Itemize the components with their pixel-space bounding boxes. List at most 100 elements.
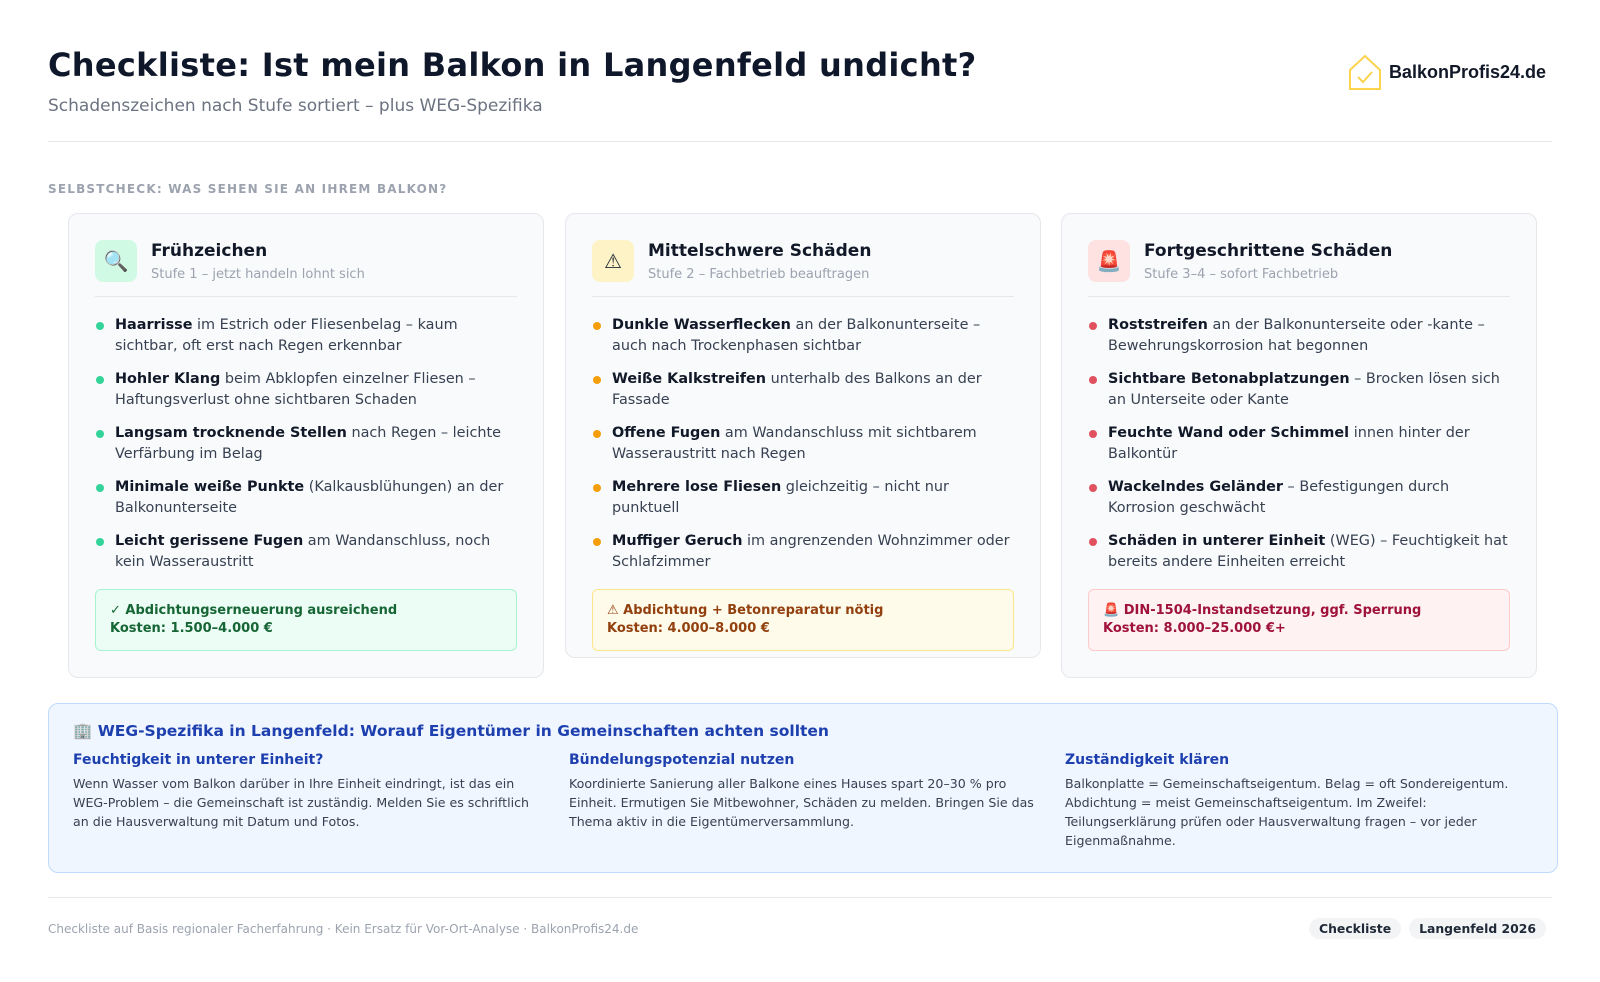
- checklist-item: Muffiger Geruch im angrenzenden Wohnzimm…: [592, 531, 1014, 573]
- bullet-dot-icon: [593, 538, 601, 546]
- bullet-dot-icon: [593, 322, 601, 330]
- item-text: – Brocken lösen sich an Unterseite oder …: [1108, 371, 1500, 408]
- badge-year: Langenfeld 2026: [1409, 918, 1546, 939]
- card-title: Fortgeschrittene Schäden: [1144, 241, 1393, 261]
- bullet-dot-icon: [1089, 538, 1097, 546]
- item-keyword: Leicht gerissene Fugen: [115, 533, 304, 549]
- item-text: im Estrich oder Fliesenbelag – kaum sich…: [115, 317, 458, 354]
- item-keyword: Roststreifen: [1108, 317, 1208, 333]
- item-keyword: Weiße Kalkstreifen: [612, 371, 767, 387]
- item-text: am Wandanschluss mit sichtbarem Wasserau…: [612, 425, 977, 462]
- item-text: (WEG) – Feuchtigkeit hat bereits andere …: [1108, 533, 1508, 570]
- checklist-item: Hohler Klang beim Abklopfen einzelner Fl…: [95, 369, 517, 411]
- result-cost: Kosten: 1.500–4.000 €: [110, 621, 273, 636]
- item-keyword: Wackelndes Geländer: [1108, 479, 1283, 495]
- checklist-item: Sichtbare Betonabplatzungen – Brocken lö…: [1088, 369, 1510, 411]
- card-title: Mittelschwere Schäden: [648, 241, 872, 261]
- checklist-item: Leicht gerissene Fugen am Wandanschluss,…: [95, 531, 517, 573]
- item-keyword: Schäden in unterer Einheit: [1108, 533, 1326, 549]
- page-title: Checkliste: Ist mein Balkon in Langenfel…: [48, 46, 977, 84]
- item-text: beim Abklopfen einzelner Fliesen – Haftu…: [115, 371, 476, 408]
- checklist-item: Langsam trocknende Stellen nach Regen – …: [95, 423, 517, 465]
- cost-result-box: 🚨 DIN-1504-Instandsetzung, ggf. Sperrung…: [1088, 589, 1510, 651]
- item-text: nach Regen – leichte Verfärbung im Belag: [115, 425, 502, 462]
- item-text: – Befestigungen durch Korrosion geschwäc…: [1108, 479, 1450, 516]
- item-keyword: Feuchte Wand oder Schimmel: [1108, 425, 1350, 441]
- weg-column-title: Zuständigkeit klären: [1065, 752, 1230, 768]
- weg-column: Zuständigkeit klären Balkonplatte = Geme…: [1065, 752, 1533, 850]
- alarm-icon: 🚨: [1088, 240, 1130, 282]
- checklist-item: Dunkle Wasserflecken an der Balkonunters…: [592, 315, 1014, 357]
- checklist-item: Mehrere lose Fliesen gleichzeitig – nich…: [592, 477, 1014, 519]
- bullet-dot-icon: [96, 430, 104, 438]
- result-cost: Kosten: 8.000–25.000 €+: [1103, 621, 1286, 636]
- weg-column: Bündelungspotenzial nutzen Koordinierte …: [569, 752, 1037, 850]
- card-early-signs: 🔍 Frühzeichen Stufe 1 – jetzt handeln lohn…: [68, 213, 544, 678]
- brand-logo: BalkonProfis24.de: [1347, 52, 1546, 92]
- page-subtitle: Schadenszeichen nach Stufe sortiert – pl…: [48, 96, 543, 116]
- bullet-dot-icon: [1089, 376, 1097, 384]
- card-subtitle: Stufe 2 – Fachbetrieb beauftragen: [648, 267, 870, 282]
- magnifier-icon: 🔍: [95, 240, 137, 282]
- item-keyword: Dunkle Wasserflecken: [612, 317, 791, 333]
- weg-info-box: 🏢 WEG-Spezifika in Langenfeld: Worauf Ei…: [48, 703, 1558, 873]
- card-header: ⚠ Mittelschwere Schäden Stufe 2 – Fachbetr…: [592, 240, 1014, 297]
- checklist-item: Weiße Kalkstreifen unterhalb des Balkons…: [592, 369, 1014, 411]
- card-medium-damage: ⚠ Mittelschwere Schäden Stufe 2 – Fachbetr…: [565, 213, 1041, 658]
- checklist-item: Roststreifen an der Balkonunterseite ode…: [1088, 315, 1510, 357]
- badge-checklist: Checkliste: [1309, 918, 1402, 939]
- cost-result-box: ⚠ Abdichtung + Betonreparatur nötig Koste…: [592, 589, 1014, 651]
- item-keyword: Offene Fugen: [612, 425, 721, 441]
- card-advanced-damage: 🚨 Fortgeschrittene Schäden Stufe 3–4 – sof…: [1061, 213, 1537, 678]
- bullet-dot-icon: [96, 322, 104, 330]
- item-text: innen hinter der Balkontür: [1108, 425, 1470, 462]
- card-subtitle: Stufe 3–4 – sofort Fachbetrieb: [1144, 267, 1339, 282]
- result-cost: Kosten: 4.000–8.000 €: [607, 621, 770, 636]
- weg-column-title: Feuchtigkeit in unterer Einheit?: [73, 752, 324, 768]
- result-measure: ⚠ Abdichtung + Betonreparatur nötig: [607, 603, 884, 618]
- item-keyword: Haarrisse: [115, 317, 193, 333]
- bullet-dot-icon: [593, 376, 601, 384]
- cost-result-box: ✓ Abdichtungserneuerung ausreichend Koste…: [95, 589, 517, 651]
- weg-column: Feuchtigkeit in unterer Einheit? Wenn Wa…: [73, 752, 541, 850]
- item-text: an der Balkonunterseite – auch nach Troc…: [612, 317, 981, 354]
- bullet-dot-icon: [96, 376, 104, 384]
- section-label: SELBSTCHECK: WAS SEHEN SIE AN IHREM BALK…: [48, 182, 448, 196]
- bullet-dot-icon: [593, 484, 601, 492]
- house-check-icon: [1348, 54, 1381, 90]
- item-text: (Kalkausblühungen) an der Balkonuntersei…: [115, 479, 504, 516]
- card-header: 🚨 Fortgeschrittene Schäden Stufe 3–4 – sof…: [1088, 240, 1510, 297]
- bullet-dot-icon: [1089, 484, 1097, 492]
- card-subtitle: Stufe 1 – jetzt handeln lohnt sich: [151, 267, 365, 282]
- brand-logo-text: BalkonProfis24.de: [1388, 61, 1546, 82]
- bullet-dot-icon: [593, 430, 601, 438]
- checklist-item: Offene Fugen am Wandanschluss mit sichtb…: [592, 423, 1014, 465]
- bullet-dot-icon: [96, 484, 104, 492]
- result-measure: ✓ Abdichtungserneuerung ausreichend: [110, 603, 398, 618]
- warning-icon: ⚠: [592, 240, 634, 282]
- item-text: im angrenzenden Wohnzimmer oder Schlafzi…: [612, 533, 1010, 570]
- weg-column-text: Koordinierte Sanierung aller Balkone ein…: [569, 776, 1034, 829]
- item-text: gleichzeitig – nicht nur punktuell: [612, 479, 949, 516]
- item-keyword: Langsam trocknende Stellen: [115, 425, 347, 441]
- item-keyword: Minimale weiße Punkte: [115, 479, 305, 495]
- checklist-item: Schäden in unterer Einheit (WEG) – Feuch…: [1088, 531, 1510, 573]
- item-keyword: Mehrere lose Fliesen: [612, 479, 782, 495]
- checklist-item: Wackelndes Geländer – Befestigungen durc…: [1088, 477, 1510, 519]
- bullet-dot-icon: [1089, 430, 1097, 438]
- bullet-dot-icon: [96, 538, 104, 546]
- card-header: 🔍 Frühzeichen Stufe 1 – jetzt handeln lohn…: [95, 240, 517, 297]
- page-footer: Checkliste auf Basis regionaler Facherfa…: [48, 897, 1552, 939]
- item-keyword: Hohler Klang: [115, 371, 221, 387]
- card-title: Frühzeichen: [151, 241, 268, 261]
- item-text: unterhalb des Balkons an der Fassade: [612, 371, 982, 408]
- page-header: Checkliste: Ist mein Balkon in Langenfel…: [48, 46, 1552, 142]
- checklist-item: Feuchte Wand oder Schimmel innen hinter …: [1088, 423, 1510, 465]
- weg-column-text: Balkonplatte = Gemeinschaftseigentum. Be…: [1065, 776, 1509, 848]
- item-keyword: Muffiger Geruch: [612, 533, 743, 549]
- item-keyword: Sichtbare Betonabplatzungen: [1108, 371, 1350, 387]
- item-text: an der Balkonunterseite oder -kante – Be…: [1108, 317, 1485, 354]
- weg-column-text: Wenn Wasser vom Balkon darüber in Ihre E…: [73, 776, 529, 829]
- result-measure: 🚨 DIN-1504-Instandsetzung, ggf. Sperrung: [1103, 603, 1422, 618]
- bullet-dot-icon: [1089, 322, 1097, 330]
